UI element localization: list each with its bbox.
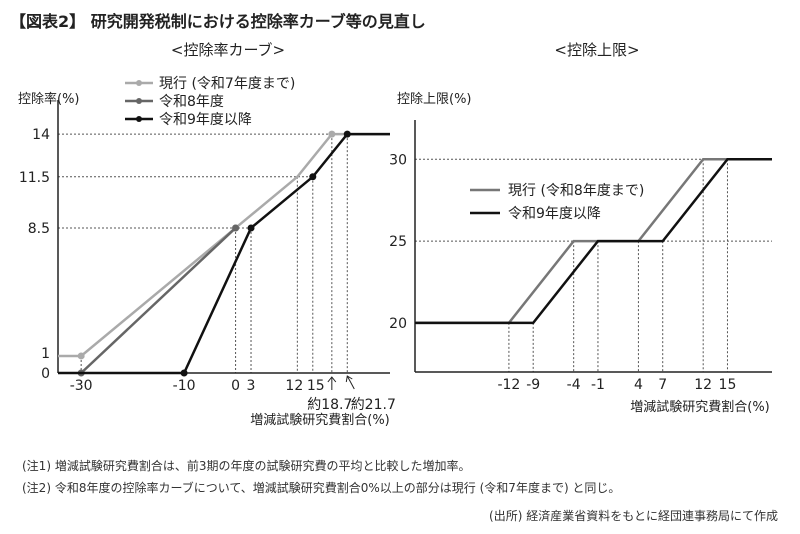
y-tick-label: 20	[389, 316, 407, 332]
note-2: (注2) 令和8年度の控除率カーブについて、増減試験研究費割合0%以上の部分は現…	[22, 481, 621, 495]
figure-title: 【図表2】 研究開発税制における控除率カーブ等の見直し	[10, 12, 426, 31]
x-tick-label: -9	[526, 377, 540, 393]
x-tick-label: -10	[173, 378, 196, 394]
y-axis-label: 控除率(%)	[18, 91, 80, 107]
data-point	[180, 369, 188, 377]
x-tick-label: -12	[497, 377, 520, 393]
x-tick-label: -4	[567, 377, 581, 393]
y-tick-label: 14	[32, 127, 50, 143]
x-tick-label: -30	[70, 378, 93, 394]
legend-label: 現行 (令和7年度まで)	[159, 76, 295, 92]
data-point	[232, 224, 240, 232]
data-point	[247, 224, 255, 232]
annotation-label: 約18.7	[307, 397, 352, 413]
arrow-icon	[327, 376, 337, 383]
y-axis-label: 控除上限(%)	[397, 92, 472, 107]
data-point	[309, 173, 317, 181]
arrow-icon	[346, 375, 355, 390]
legend-label: 令和9年度以降	[508, 206, 601, 222]
chart-title: <控除上限>	[554, 41, 639, 59]
x-tick-label: 0	[231, 378, 240, 394]
x-tick-label: 15	[719, 377, 737, 393]
x-tick-label: 12	[285, 378, 303, 394]
y-tick-label: 1	[41, 346, 50, 362]
legend-marker	[136, 80, 142, 86]
y-tick-label: 0	[41, 366, 50, 382]
series-line	[58, 132, 390, 358]
x-axis-label: 増減試験研究費割合(%)	[630, 399, 770, 415]
data-point	[77, 352, 85, 360]
x-axis-label: 増減試験研究費割合(%)	[250, 412, 390, 428]
y-tick-label: 25	[389, 234, 407, 250]
note-1: (注1) 増減試験研究費割合は、前3期の年度の試験研究費の平均と比較した増加率。	[22, 459, 471, 473]
arrow-icon	[345, 375, 353, 383]
y-tick-label: 8.5	[28, 221, 50, 237]
x-tick-label: 7	[658, 377, 667, 393]
y-tick-label: 11.5	[19, 170, 50, 186]
legend-label: 令和8年度	[159, 94, 224, 110]
data-point	[328, 130, 336, 138]
legend-marker	[136, 116, 142, 122]
source-note: (出所) 経済産業省資料をもとに経団連事務局にて作成	[489, 509, 778, 523]
series-line	[415, 158, 772, 325]
legend-marker	[136, 98, 142, 104]
annotation-label: 約21.7	[351, 397, 396, 413]
legend-label: 現行 (令和8年度まで)	[508, 183, 644, 199]
x-tick-label: 12	[694, 377, 712, 393]
legend-label: 令和9年度以降	[159, 112, 252, 128]
x-tick-label: 4	[634, 377, 643, 393]
y-tick-label: 30	[389, 152, 407, 168]
data-point	[343, 130, 351, 138]
series-line	[58, 132, 390, 375]
chart-title: <控除率カーブ>	[171, 41, 285, 59]
series-line	[80, 227, 237, 374]
x-tick-label: -1	[591, 377, 605, 393]
x-tick-label: 3	[247, 378, 256, 394]
x-tick-label: 15	[307, 378, 325, 394]
